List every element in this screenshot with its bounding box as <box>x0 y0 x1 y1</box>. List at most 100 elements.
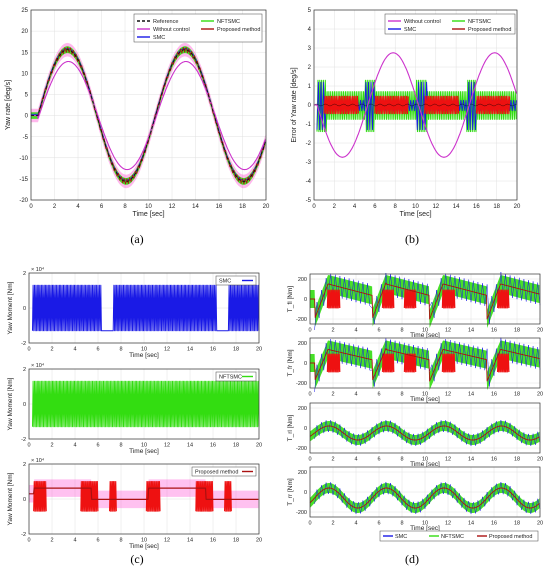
x-tick-label: 14 <box>468 457 474 463</box>
x-tick-label: 20 <box>537 521 543 527</box>
series-proposed-line <box>424 95 460 115</box>
y-tick-label: 3 <box>308 46 312 52</box>
x-tick-label: 12 <box>169 204 176 210</box>
legend-box <box>133 13 263 43</box>
y-tick-label: 200 <box>298 277 307 283</box>
x-tick-label: 0 <box>308 392 311 398</box>
panel-d-x-axis-label: Time [sec] <box>410 396 440 403</box>
panel-d-frame-3 <box>309 402 541 454</box>
legend-box <box>191 466 257 477</box>
y-tick-label: -200 <box>296 446 307 452</box>
series-proposed-line <box>309 487 540 509</box>
panel-d-x-axis-label: Time [sec] <box>410 461 440 468</box>
x-tick-label: 8 <box>119 538 122 544</box>
panel-c-y-axis-label: Yaw Moment [Nm] <box>7 472 14 525</box>
y-tick-label: -5 <box>306 198 312 204</box>
x-tick-label: 10 <box>422 457 428 463</box>
x-tick-label: 16 <box>473 204 480 210</box>
y-tick-label: 4 <box>308 27 312 33</box>
x-tick-label: 20 <box>537 457 543 463</box>
series-proposed-burst <box>403 289 417 309</box>
x-tick-label: 20 <box>256 347 262 353</box>
y-tick-label: 20 <box>21 29 28 35</box>
y-tick-label: -1 <box>306 122 312 128</box>
x-tick-label: 10 <box>422 328 428 334</box>
series-proposed-line <box>109 481 117 512</box>
x-tick-label: 16 <box>210 538 216 544</box>
x-tick-label: 6 <box>373 204 377 210</box>
series-proposed-line <box>33 481 47 512</box>
x-tick-label: 16 <box>216 204 223 210</box>
x-tick-label: 14 <box>453 204 460 210</box>
panel-b-y-axis-label: Error of Yaw rate [deg/s] <box>291 67 298 142</box>
x-tick-label: 0 <box>27 538 30 544</box>
series-smc-line <box>314 271 541 331</box>
legend-label: NFTSMC <box>441 534 464 540</box>
y-tick-label: 15 <box>21 50 28 56</box>
panel-a-frame <box>30 9 267 201</box>
y-tick-label: -5 <box>23 135 29 141</box>
x-tick-label: 2 <box>331 457 334 463</box>
y-tick-label: -2 <box>21 437 26 443</box>
series-reference-line <box>31 49 266 182</box>
x-tick-label: 2 <box>50 347 53 353</box>
x-tick-label: 18 <box>233 443 239 449</box>
series-proposed-line <box>310 348 540 382</box>
series-proposed-burst <box>497 289 510 309</box>
series-proposed-burst <box>441 289 456 309</box>
legend-box <box>215 275 257 286</box>
legend-box <box>379 530 539 542</box>
series-proposed-baseline <box>29 487 259 500</box>
x-tick-label: 0 <box>308 521 311 527</box>
x-tick-label: 8 <box>119 347 122 353</box>
x-tick-label: 10 <box>412 204 419 210</box>
x-tick-label: 10 <box>141 443 147 449</box>
panel-b-legend: Without control SMC NFTSMC Proposed method <box>384 13 516 35</box>
panel-c-y-axis-label: Yaw Moment [Nm] <box>7 377 14 430</box>
x-tick-label: 0 <box>27 347 30 353</box>
x-tick-label: 20 <box>537 392 543 398</box>
x-tick-label: 16 <box>491 521 497 527</box>
series-nftsmc-line <box>32 380 260 428</box>
x-tick-label: 4 <box>73 347 76 353</box>
x-tick-label: 20 <box>263 204 270 210</box>
x-tick-label: 10 <box>422 521 428 527</box>
x-tick-label: 14 <box>468 521 474 527</box>
x-tick-label: 4 <box>353 204 357 210</box>
legend-label: Proposed method <box>217 27 260 33</box>
x-tick-label: 20 <box>537 328 543 334</box>
y-tick-label: 2 <box>23 462 26 468</box>
x-tick-label: 14 <box>187 538 193 544</box>
series-proposed-burst <box>326 353 341 373</box>
x-tick-label: 14 <box>187 443 193 449</box>
x-tick-label: 6 <box>377 328 380 334</box>
series-without-control-line <box>313 52 518 158</box>
series-proposed-line <box>310 282 540 320</box>
y-tick-label: -2 <box>21 532 26 538</box>
y-tick-label: 0 <box>304 490 307 496</box>
panel-c-x-axis-label: Time [sec] <box>129 352 159 359</box>
x-tick-label: 12 <box>445 457 451 463</box>
x-tick-label: 8 <box>400 521 403 527</box>
legend-label: Proposed method <box>489 534 532 540</box>
caption-d: (d) <box>405 552 419 566</box>
y-tick-label: -200 <box>296 381 307 387</box>
y-tick-label: 0 <box>304 426 307 432</box>
panel-c-x-axis-label: Time [sec] <box>129 543 159 550</box>
x-tick-label: 18 <box>514 521 520 527</box>
series-proposed-burst <box>326 289 341 309</box>
panel-d-frame-1 <box>309 273 541 325</box>
series-proposed-line <box>145 481 161 512</box>
y-tick-label: -10 <box>19 156 28 162</box>
panel-c-frame-2 <box>28 368 260 440</box>
x-tick-label: 18 <box>233 347 239 353</box>
caption-c: (c) <box>130 552 143 566</box>
legend-box <box>215 371 257 382</box>
y-tick-label: 0 <box>23 402 26 408</box>
series-smc-line <box>314 337 541 393</box>
x-tick-label: 0 <box>29 204 33 210</box>
y-tick-label: 5 <box>308 8 312 14</box>
x-tick-label: 20 <box>256 443 262 449</box>
